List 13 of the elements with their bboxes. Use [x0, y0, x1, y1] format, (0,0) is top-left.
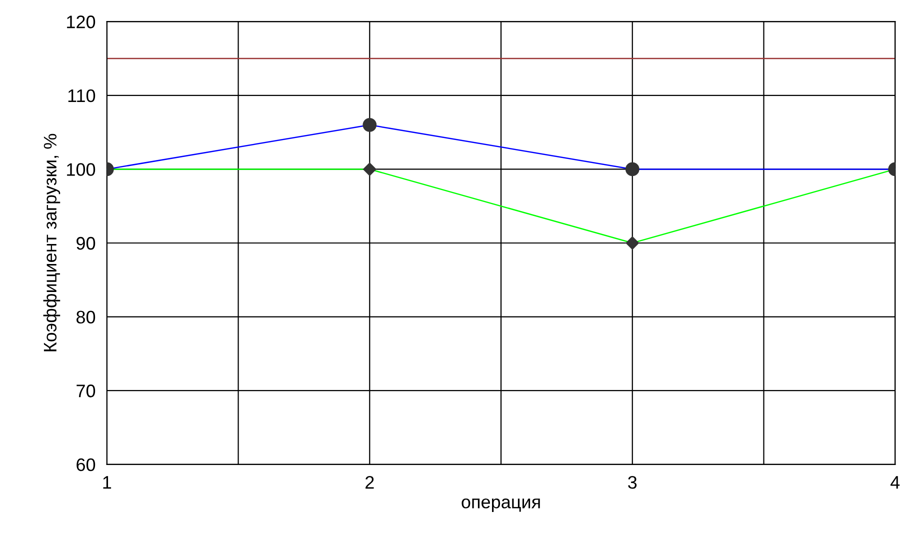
y-tick-label: 70 [76, 384, 96, 398]
x-axis-title: операция [462, 498, 540, 512]
y-tick-label: 100 [67, 163, 96, 176]
y-tick-label: 110 [68, 89, 96, 102]
y-axis-title: Коэффициент загрузки, % [43, 134, 60, 352]
x-tick-label: 3 [628, 476, 637, 489]
y-tick-label: 80 [76, 310, 96, 324]
y-tick-label: 60 [76, 458, 96, 472]
y-tick-label: 90 [76, 236, 96, 250]
y-tick-label: 120 [67, 16, 96, 28]
x-tick-label: 4 [890, 476, 900, 489]
x-tick-label: 1 [103, 476, 112, 489]
x-tick-label: 2 [366, 476, 374, 489]
